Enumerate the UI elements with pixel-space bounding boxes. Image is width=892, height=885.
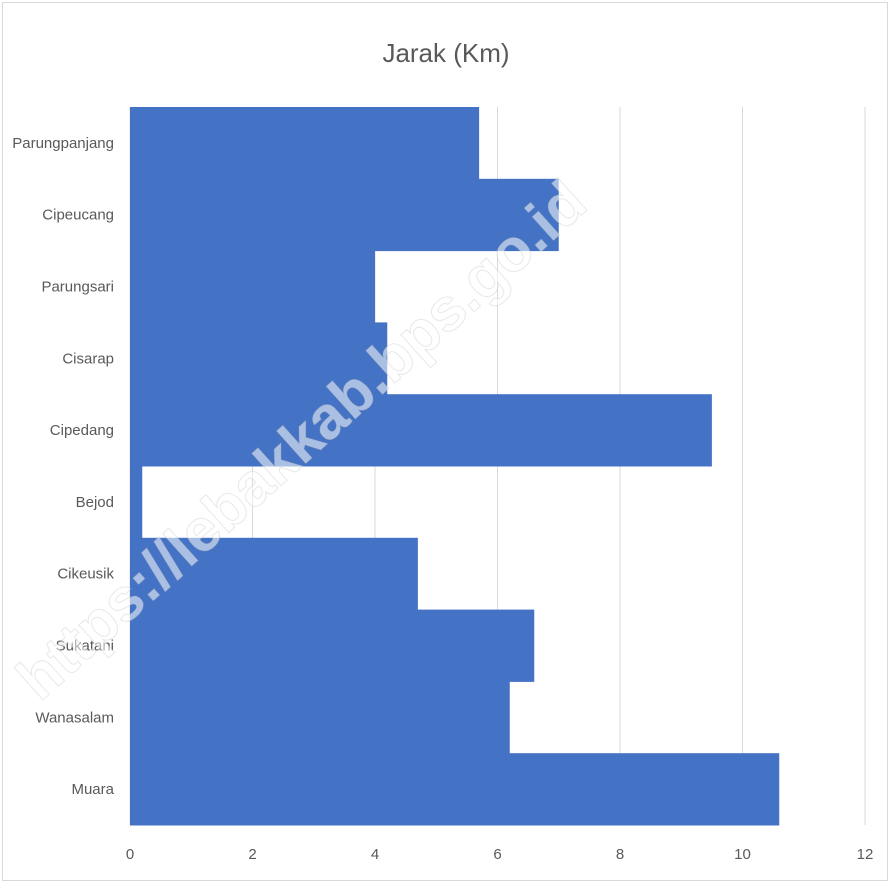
x-tick-labels: 0 2 4 6 8 10 12 — [126, 846, 874, 863]
x-tick-label: 10 — [734, 846, 751, 863]
category-label: Wanasalam — [35, 709, 114, 726]
chart-title: Jarak (Km) — [382, 38, 509, 68]
bar-cisarap — [130, 322, 388, 395]
category-label: Cikeusik — [57, 566, 114, 583]
x-tick-label: 8 — [616, 846, 624, 863]
bar-cipeucang — [130, 178, 559, 252]
category-label: Bejod — [76, 494, 114, 511]
bar-wanasalam — [130, 681, 510, 754]
x-tick-label: 4 — [371, 846, 379, 863]
bar-bejod — [130, 466, 143, 539]
bars — [130, 107, 780, 826]
bar-sukatani — [130, 609, 535, 682]
bar-muara — [130, 753, 780, 826]
x-tick-label: 2 — [248, 846, 256, 863]
category-label: Muara — [71, 781, 114, 798]
category-label: Cipedang — [50, 422, 114, 439]
bar-parungsari — [130, 250, 375, 323]
bar-cikeusik — [130, 537, 418, 611]
bar-cipedang — [130, 394, 712, 467]
x-tick-label: 6 — [493, 846, 501, 863]
category-label: Parungsari — [41, 279, 114, 296]
category-labels: Parungpanjang Cipeucang Parungsari Cisarap C… — [12, 135, 114, 798]
category-label: Cipeucang — [42, 207, 114, 224]
category-label: Sukatani — [56, 638, 114, 655]
bar-parungpanjang — [130, 107, 480, 180]
category-label: Parungpanjang — [12, 135, 114, 152]
x-tick-label: 0 — [126, 846, 134, 863]
x-tick-label: 12 — [857, 846, 874, 863]
category-label: Cisarap — [62, 350, 114, 367]
